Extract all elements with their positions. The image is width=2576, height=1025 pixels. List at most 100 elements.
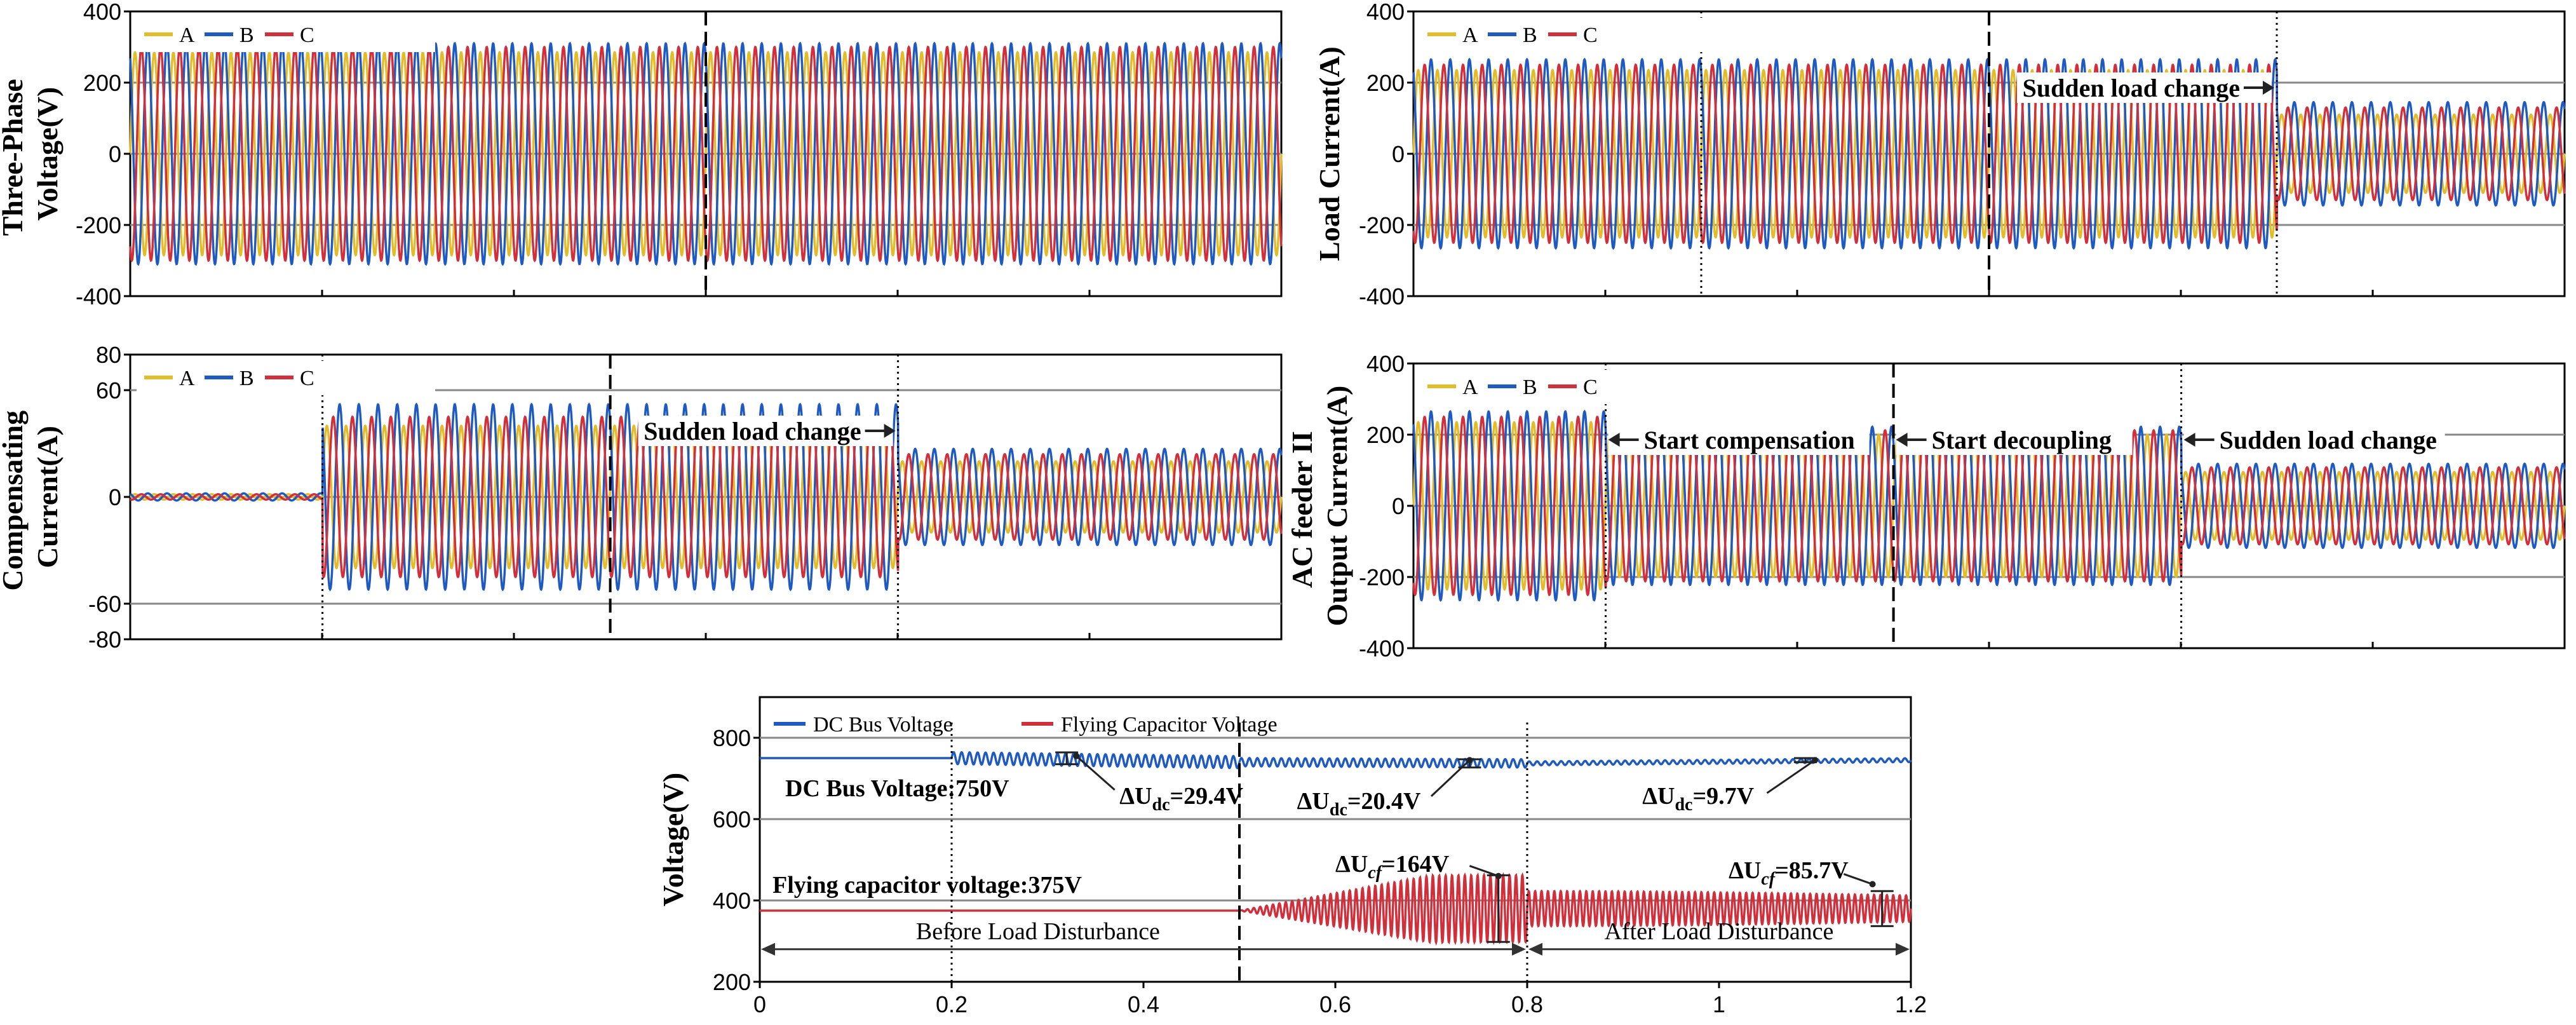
y-tick-label: 0 xyxy=(109,141,121,167)
series-phase-C xyxy=(1412,63,2566,245)
legend-label: C xyxy=(300,24,314,47)
annotation-arrowhead xyxy=(1896,433,1908,447)
annotation-text: Sudden load change xyxy=(2023,74,2240,102)
legend: DC Bus Voltage Flying Capacitor Voltage xyxy=(774,713,1278,737)
delta-leader xyxy=(1430,759,1471,798)
after-range-arrow-head xyxy=(1528,942,1542,956)
delta-label: ΔUcf=164V xyxy=(1335,851,1450,883)
y-tick-label: -400 xyxy=(1359,635,1405,662)
annotation-text: Flying capacitor voltage:375V xyxy=(772,872,1082,899)
annotation-arrowhead xyxy=(2183,433,2195,447)
legend-label: B xyxy=(1523,376,1537,399)
x-tick-label: 0.8 xyxy=(1511,991,1543,1017)
y-axis-label: Compensating Current(A) xyxy=(0,403,64,590)
x-tick-label: 1.2 xyxy=(1895,991,1927,1017)
series-dc-bus-voltage xyxy=(760,750,1912,770)
panel-compensating-current: 80 60 0 -60 -80 A B C Sudden load change Compe… xyxy=(0,342,1283,653)
panel-load-current: 400 200 0 -200 -400 A B C Sudden load change L… xyxy=(1313,0,2566,309)
annotation-text: Start decoupling xyxy=(1932,426,2112,454)
x-tick-label: 0.2 xyxy=(936,991,968,1017)
delta-leader-end xyxy=(1869,881,1876,888)
y-tick-label: 200 xyxy=(1366,70,1405,96)
panel-three-phase-voltage: 400 200 0 -200 -400 A B C Three-Phase Voltage(… xyxy=(0,0,1283,309)
y-tick-label: -200 xyxy=(1359,212,1405,238)
annotation-bg xyxy=(2183,424,2445,455)
annotation-bg xyxy=(638,416,893,446)
legend-label: A xyxy=(179,367,195,390)
after-range-arrow-head xyxy=(1896,942,1910,956)
legend-label: A xyxy=(1462,376,1478,399)
legend-label: Flying Capacitor Voltage xyxy=(1061,713,1278,737)
y-tick-label: 400 xyxy=(1366,351,1405,377)
y-axis-label: Three-Phase Voltage(V) xyxy=(0,72,64,236)
y-tick-label: -400 xyxy=(76,283,121,309)
delta-leader xyxy=(1843,872,1873,885)
x-tick-label: 0 xyxy=(753,991,766,1017)
y-tick-label: 200 xyxy=(713,969,751,995)
series-phase-B xyxy=(1412,57,2566,250)
y-axis-label: Voltage(V) xyxy=(657,773,689,906)
panel-ac-feeder-output-current: 400 200 0 -200 -400 A B C Start compensation St… xyxy=(1286,351,2566,662)
y-tick-label: -200 xyxy=(76,212,121,238)
y-tick-label: 80 xyxy=(96,342,121,368)
legend-label: C xyxy=(300,367,314,390)
legend-label: C xyxy=(1583,24,1598,47)
y-tick-label: -60 xyxy=(88,591,121,617)
annotation-arrowhead xyxy=(884,424,896,438)
annotation-text: Start compensation xyxy=(1644,426,1855,454)
legend: A B C xyxy=(1420,18,1718,52)
legend-label: A xyxy=(179,24,195,47)
y-tick-label: 400 xyxy=(83,0,121,25)
before-range-arrow-head xyxy=(761,942,775,956)
legend-label: B xyxy=(1523,24,1537,47)
annotation-bg xyxy=(1608,424,1870,455)
x-tick-label: 1 xyxy=(1713,991,1725,1017)
legend-label: B xyxy=(239,367,254,390)
after-disturbance-label: After Load Disturbance xyxy=(1605,918,1834,945)
y-tick-label: 800 xyxy=(713,725,751,751)
delta-label: ΔUdc=9.7V xyxy=(1642,783,1754,815)
x-tick-label: 0.4 xyxy=(1128,991,1159,1017)
before-disturbance-label: Before Load Disturbance xyxy=(916,918,1160,945)
series-flying-capacitor-voltage xyxy=(760,872,1912,946)
annotation-text: Sudden load change xyxy=(644,417,861,445)
delta-leader xyxy=(1076,755,1116,791)
y-axis-label: Load Current(A) xyxy=(1313,46,1345,261)
annotation-text: Sudden load change xyxy=(2220,426,2437,454)
y-tick-label: 200 xyxy=(1366,422,1405,448)
y-tick-label: 600 xyxy=(713,806,751,832)
annotation-arrowhead xyxy=(1608,433,1620,447)
annotation-bg xyxy=(1896,424,2133,455)
legend-label: DC Bus Voltage xyxy=(813,713,953,737)
legend: A B C xyxy=(1420,370,1718,404)
y-axis-label: AC feeder II Output Current(A) xyxy=(1286,386,1353,627)
delta-leader-end xyxy=(1073,752,1080,759)
y-tick-label: 400 xyxy=(713,888,751,914)
y-tick-label: -200 xyxy=(1359,564,1405,590)
y-tick-label: -400 xyxy=(1359,283,1405,309)
y-tick-label: 0 xyxy=(1392,493,1405,519)
x-tick-label: 0.6 xyxy=(1319,991,1351,1017)
legend-label: A xyxy=(1462,24,1478,47)
y-tick-label: 0 xyxy=(1392,141,1405,167)
annotation-arrowhead xyxy=(2263,81,2274,95)
delta-label: ΔUdc=29.4V xyxy=(1119,783,1243,815)
delta-label: ΔUdc=20.4V xyxy=(1297,788,1421,820)
before-range-arrow-head xyxy=(1512,942,1526,956)
y-tick-label: 60 xyxy=(96,377,121,404)
legend: A B C xyxy=(137,361,435,395)
legend: A B C xyxy=(137,18,435,52)
y-tick-label: 200 xyxy=(83,70,121,96)
delta-leader xyxy=(1766,759,1816,794)
y-tick-label: -80 xyxy=(88,627,121,653)
delta-label: ΔUcf=85.7V xyxy=(1729,857,1849,889)
series-phase-A xyxy=(129,424,1283,570)
annotation-bg xyxy=(2017,72,2272,103)
legend-label: C xyxy=(1583,376,1598,399)
y-tick-label: 400 xyxy=(1366,0,1405,25)
annotation-text: DC Bus Voltage:750V xyxy=(785,775,1009,802)
series-phase-C xyxy=(1412,415,2566,597)
y-tick-label: 0 xyxy=(109,484,121,510)
